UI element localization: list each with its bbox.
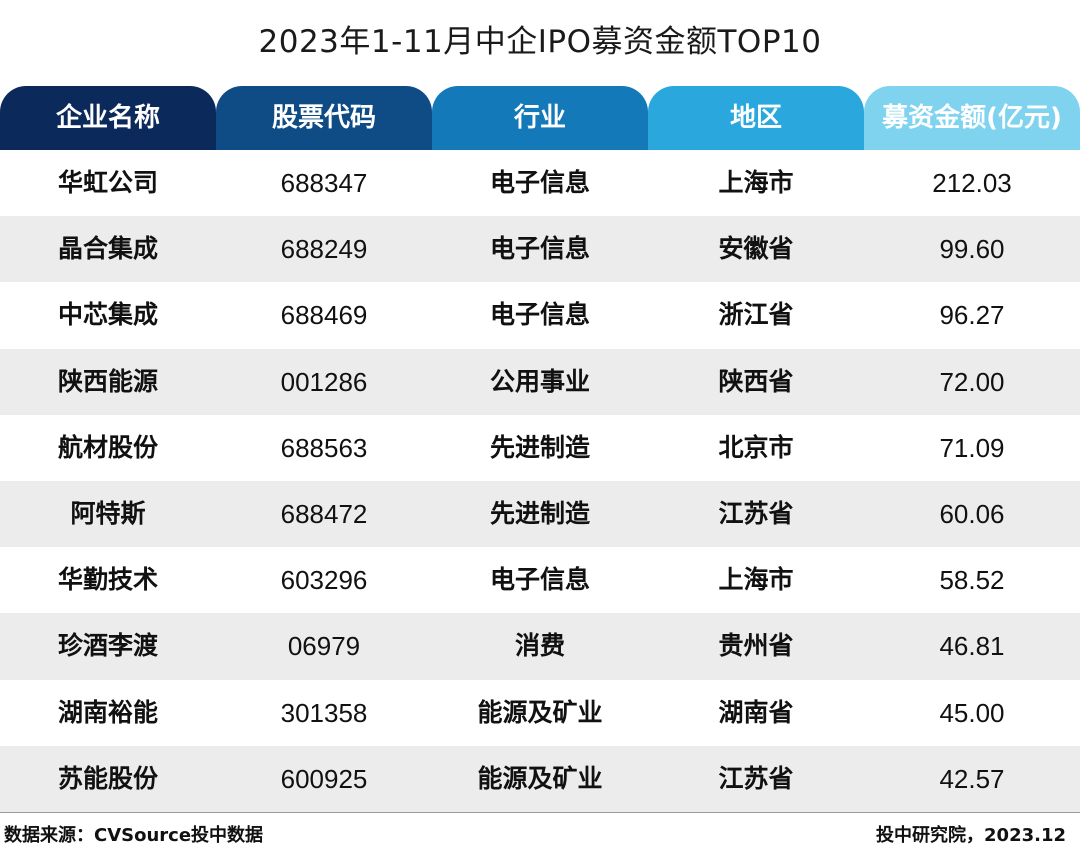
table-row: 珍酒李渡 06979 消费 贵州省 46.81: [0, 613, 1080, 680]
cell-stock-code: 600925: [280, 763, 368, 794]
cell-stock-code: 001286: [280, 366, 368, 397]
column-header-stock-code: 股票代码: [216, 86, 432, 150]
cell-industry: 能源及矿业: [477, 763, 603, 793]
cell-stock-code: 301358: [280, 697, 368, 728]
cell-amount: 45.00: [939, 697, 1005, 728]
cell-stock-code: 603296: [280, 565, 368, 596]
cell-amount: 72.00: [939, 366, 1005, 397]
table-row: 华勤技术 603296 电子信息 上海市 58.52: [0, 547, 1080, 613]
table-row: 航材股份 688563 先进制造 北京市 71.09: [0, 415, 1080, 481]
cell-industry: 先进制造: [489, 432, 590, 462]
column-header-company: 企业名称: [0, 86, 216, 150]
cell-region: 陕西省: [718, 366, 794, 396]
cell-industry: 公用事业: [489, 366, 590, 396]
cell-company: 华勤技术: [57, 565, 158, 595]
cell-amount: 99.60: [939, 234, 1005, 265]
cell-stock-code: 688472: [280, 498, 368, 529]
credit-note: 投中研究院，2023.12: [876, 825, 1066, 846]
table-row: 苏能股份 600925 能源及矿业 江苏省 42.57: [0, 745, 1080, 812]
cell-stock-code: 688563: [280, 432, 368, 463]
table-row: 阿特斯 688472 先进制造 江苏省 60.06: [0, 480, 1080, 548]
cell-industry: 电子信息: [489, 234, 590, 264]
cell-region: 安徽省: [718, 234, 794, 264]
column-header-region: 地区: [648, 86, 864, 150]
cell-company: 航材股份: [57, 432, 158, 462]
table-row: 华虹公司 688347 电子信息 上海市 212.03: [0, 150, 1080, 216]
footer-divider: [0, 812, 1080, 813]
cell-company: 陕西能源: [57, 366, 158, 396]
cell-amount: 96.27: [939, 300, 1005, 331]
cell-region: 湖南省: [718, 697, 794, 727]
column-header-industry: 行业: [432, 86, 648, 150]
cell-industry: 电子信息: [489, 565, 590, 595]
cell-amount: 212.03: [932, 168, 1012, 198]
cell-company: 珍酒李渡: [57, 631, 158, 661]
cell-industry: 电子信息: [489, 168, 590, 197]
cell-company: 湖南裕能: [57, 697, 158, 727]
table-body: 华虹公司 688347 电子信息 上海市 212.03 晶合集成 688249 电子信息 安徽省…: [0, 150, 1080, 812]
cell-industry: 能源及矿业: [477, 697, 603, 727]
cell-region: 上海市: [718, 565, 794, 595]
table-row: 陕西能源 001286 公用事业 陕西省 72.00: [0, 348, 1080, 415]
cell-region: 江苏省: [718, 763, 794, 793]
cell-amount: 58.52: [939, 565, 1005, 596]
cell-amount: 42.57: [939, 763, 1005, 794]
cell-company: 中芯集成: [57, 300, 158, 330]
cell-company: 阿特斯: [70, 498, 146, 528]
cell-industry: 消费: [514, 631, 565, 661]
cell-amount: 71.09: [939, 432, 1005, 463]
cell-region: 上海市: [718, 168, 794, 197]
column-header-amount: 募资金额(亿元): [864, 86, 1080, 150]
cell-stock-code: 06979: [287, 631, 361, 662]
table-header: 企业名称 股票代码 行业 地区 募资金额(亿元): [0, 86, 1080, 150]
table-row: 晶合集成 688249 电子信息 安徽省 99.60: [0, 216, 1080, 283]
cell-company: 华虹公司: [57, 168, 158, 197]
cell-region: 浙江省: [718, 300, 794, 330]
table-row: 湖南裕能 301358 能源及矿业 湖南省 45.00: [0, 680, 1080, 746]
cell-company: 晶合集成: [57, 234, 158, 264]
cell-stock-code: 688249: [280, 234, 368, 265]
cell-stock-code: 688347: [280, 168, 368, 198]
cell-region: 北京市: [718, 432, 794, 462]
cell-company: 苏能股份: [57, 763, 158, 793]
cell-region: 江苏省: [718, 498, 794, 528]
table-row: 中芯集成 688469 电子信息 浙江省 96.27: [0, 282, 1080, 348]
source-note: 数据来源：CVSource投中数据: [4, 825, 264, 846]
cell-stock-code: 688469: [280, 300, 368, 331]
cell-region: 贵州省: [718, 631, 794, 661]
page-title: 2023年1-11月中企IPO募资金额TOP10: [258, 24, 822, 60]
cell-amount: 60.06: [939, 498, 1005, 529]
cell-amount: 46.81: [939, 631, 1005, 662]
cell-industry: 电子信息: [489, 300, 590, 330]
cell-industry: 先进制造: [489, 498, 590, 528]
